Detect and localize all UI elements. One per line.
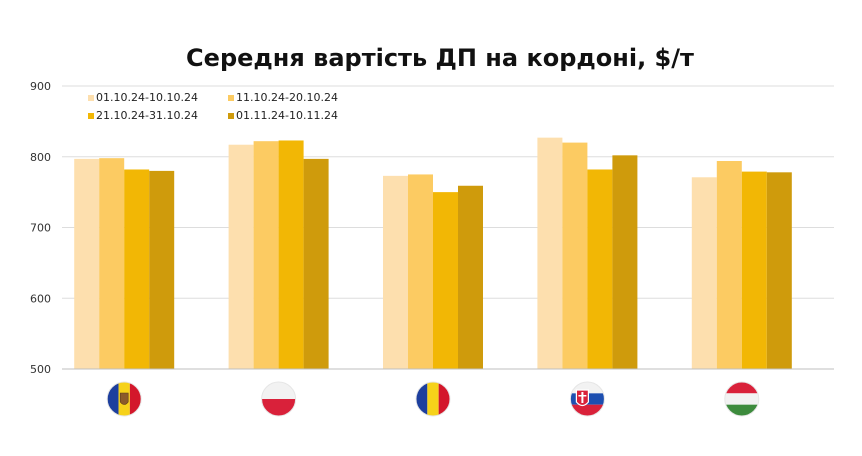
legend-swatch (228, 113, 234, 119)
slovakia-flag-icon (570, 382, 605, 416)
bar (612, 155, 638, 369)
bar (74, 158, 100, 369)
romania-flag-icon (416, 382, 450, 416)
y-axis-ticks: 500 600 700 800 900 (30, 80, 51, 376)
bar (766, 172, 792, 369)
legend-item: 01.11.24-10.11.24 (228, 109, 338, 122)
bar (458, 185, 483, 369)
bar (149, 170, 175, 369)
y-tick-label: 600 (30, 292, 51, 305)
bar (408, 174, 433, 369)
bar (303, 158, 329, 369)
category-flags (106, 381, 760, 417)
legend: 01.10.24-10.10.24 11.10.24-20.10.24 21.10.… (88, 91, 338, 122)
y-tick-label: 700 (30, 222, 51, 235)
bar (278, 140, 304, 369)
bar (228, 144, 254, 369)
legend-item: 21.10.24-31.10.24 (88, 109, 198, 122)
hungary-flag-icon (724, 382, 759, 416)
bar (691, 177, 717, 369)
bar (433, 192, 458, 369)
bars (74, 137, 792, 369)
legend-label: 21.10.24-31.10.24 (96, 109, 198, 122)
legend-swatch (228, 95, 234, 101)
legend-item: 01.10.24-10.10.24 (88, 91, 198, 104)
y-tick-label: 500 (30, 363, 51, 376)
chart-title: Середня вартість ДП на кордоні, $/т (186, 44, 694, 72)
legend-label: 01.10.24-10.10.24 (96, 91, 198, 104)
bar (99, 158, 125, 369)
bar (537, 137, 563, 369)
bar (253, 141, 279, 369)
legend-swatch (88, 113, 94, 119)
bar (562, 142, 588, 369)
legend-item: 11.10.24-20.10.24 (228, 91, 338, 104)
bar (587, 169, 613, 369)
y-tick-label: 900 (30, 80, 51, 93)
legend-label: 11.10.24-20.10.24 (236, 91, 338, 104)
bar (741, 171, 767, 369)
bar (716, 160, 742, 369)
bar (124, 169, 150, 369)
moldova-flag-icon (107, 382, 142, 416)
legend-label: 01.11.24-10.11.24 (236, 109, 338, 122)
legend-swatch (88, 95, 94, 101)
poland-flag-icon (261, 382, 296, 416)
bar (383, 175, 408, 369)
y-tick-label: 800 (30, 151, 51, 164)
